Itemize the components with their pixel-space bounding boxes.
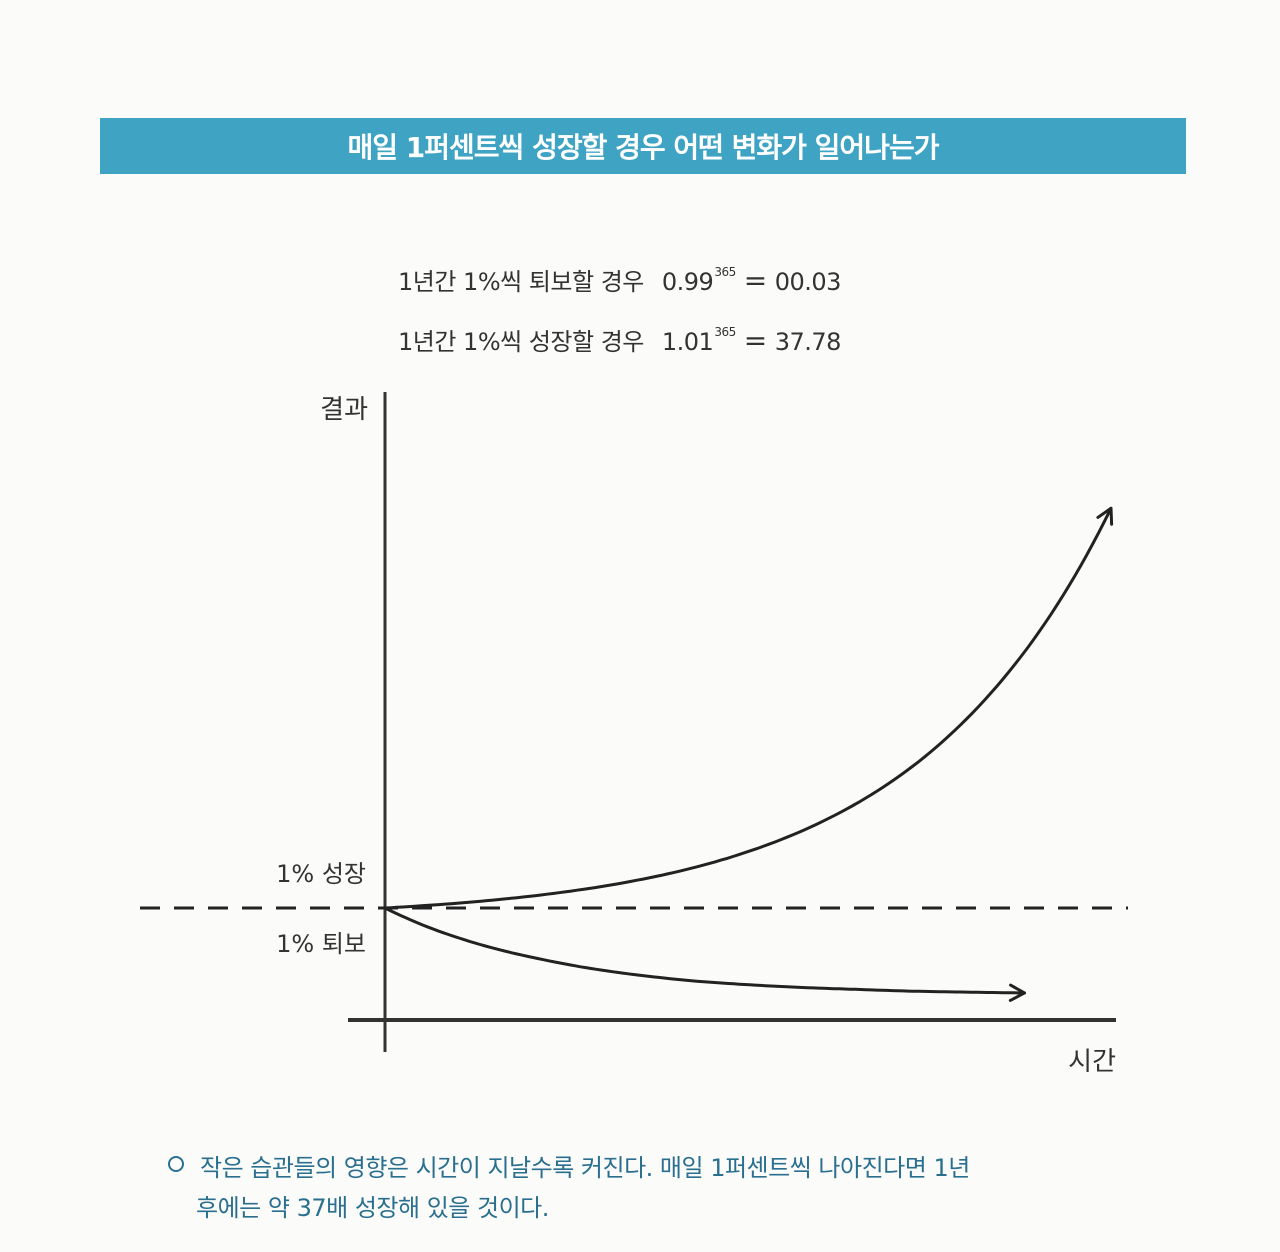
x-axis-label: 시간 (1068, 1047, 1116, 1077)
y-axis-label: 결과 (320, 395, 368, 425)
series-line-decline-arrowhead (1008, 983, 1026, 1002)
series-line-decline (383, 906, 1026, 995)
title-banner: 매일 1퍼센트씩 성장할 경우 어떤 변화가 일어나는가 (100, 118, 1186, 174)
formula-decline: 1년간 1%씩 퇴보할 경우 0.99365 = 00.03 (398, 262, 841, 297)
series-label-growth: 1% 성장 (276, 860, 366, 888)
series-line-growth-arrowhead (1096, 506, 1114, 526)
formula-decline-exponent: 365 (714, 265, 736, 279)
series-line-growth (383, 506, 1113, 910)
equals-sign: = (743, 264, 767, 297)
series-label-decline: 1% 퇴보 (276, 930, 366, 958)
formula-growth-base: 1.01 (661, 328, 714, 356)
formula-growth: 1년간 1%씩 성장할 경우 1.01365 = 37.78 (398, 322, 841, 357)
formula-decline-result: 00.03 (774, 268, 842, 296)
formula-growth-result: 37.78 (774, 328, 842, 356)
formula-growth-label: 1년간 1%씩 성장할 경우 (398, 328, 644, 356)
figure-caption: 작은 습관들의 영향은 시간이 지날수록 커진다. 매일 1퍼센트씩 나아진다면… (168, 1148, 1128, 1228)
formula-decline-label: 1년간 1%씩 퇴보할 경우 (398, 268, 644, 296)
equals-sign: = (743, 324, 767, 357)
caption-line-1: 작은 습관들의 영향은 시간이 지날수록 커진다. 매일 1퍼센트씩 나아진다면… (200, 1154, 970, 1182)
formula-growth-exponent: 365 (714, 325, 736, 339)
chart-title: 매일 1퍼센트씩 성장할 경우 어떤 변화가 일어나는가 (347, 131, 940, 164)
caption-line-2: 후에는 약 37배 성장해 있을 것이다. (196, 1194, 549, 1222)
bullet-icon (168, 1156, 184, 1172)
formula-decline-base: 0.99 (661, 268, 714, 296)
